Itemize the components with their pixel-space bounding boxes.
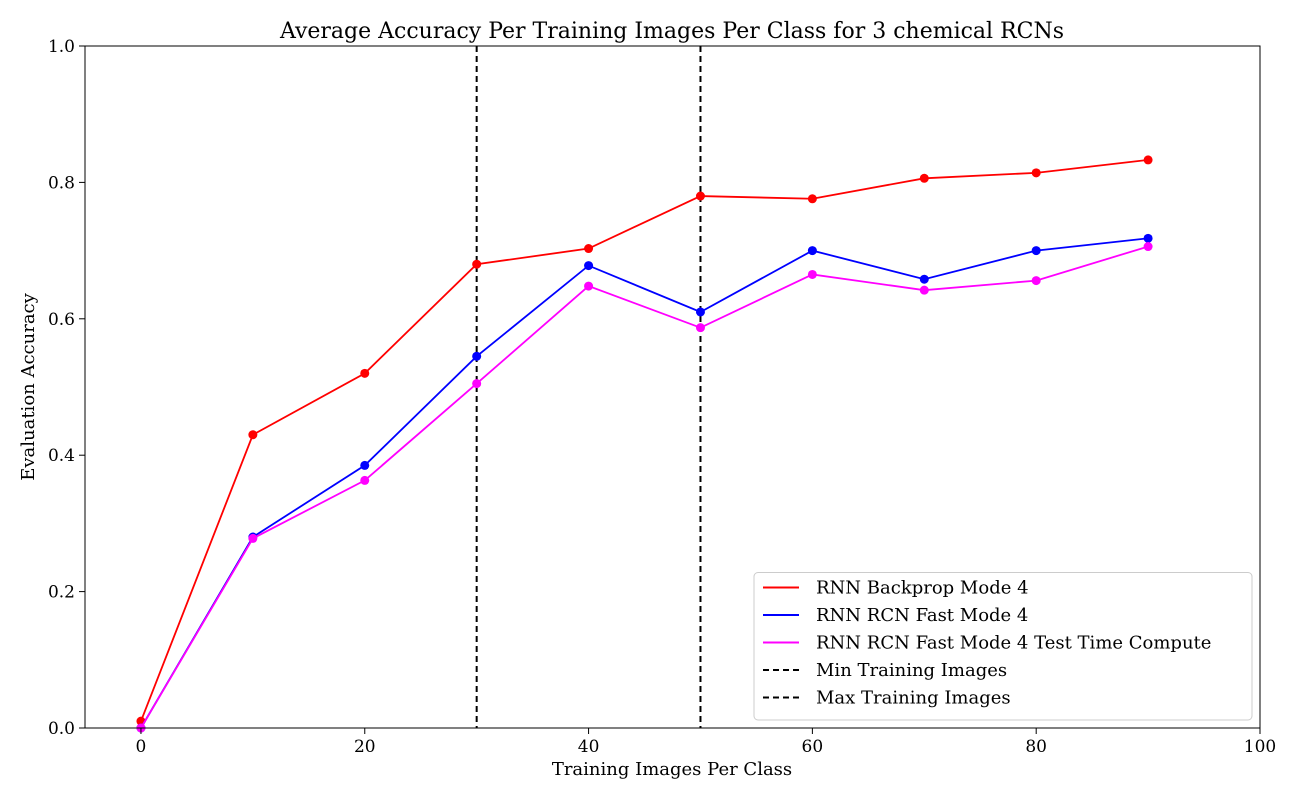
series-1-point-4	[584, 261, 594, 271]
series-2-point-5	[695, 323, 705, 333]
y-tick-label-1: 0.2	[48, 583, 75, 603]
legend-label-1: RNN RCN Fast Mode 4	[816, 605, 1028, 626]
series-2-point-8	[1031, 276, 1041, 286]
series-1-point-8	[1031, 246, 1041, 256]
x-axis-label: Training Images Per Class	[552, 759, 792, 780]
series-2-point-9	[1143, 242, 1153, 252]
series-0-point-3	[472, 259, 482, 269]
y-axis: 0.0 0.2 0.4 0.6 0.8 1.0	[48, 37, 85, 739]
series-1-point-3	[472, 351, 482, 361]
series-0-point-1	[248, 430, 258, 440]
series-0-point-8	[1031, 168, 1041, 178]
series-0-point-7	[919, 173, 929, 183]
legend-label-0: RNN Backprop Mode 4	[816, 578, 1029, 599]
series-2-point-4	[584, 281, 594, 291]
series-line-1	[140, 237, 1149, 729]
series-1-point-9	[1143, 233, 1153, 243]
series-0-point-9	[1143, 155, 1153, 165]
legend: RNN Backprop Mode 4 RNN RCN Fast Mode 4 RN…	[753, 572, 1253, 721]
series-0-point-2	[360, 368, 370, 378]
series-0-point-6	[807, 194, 817, 204]
series-0-point-5	[695, 191, 705, 201]
series-1-point-5	[695, 307, 705, 317]
legend-label-2: RNN RCN Fast Mode 4 Test Time Compute	[816, 633, 1211, 654]
x-tick-label-5: 100	[1244, 737, 1276, 757]
x-tick-label-2: 40	[578, 737, 600, 757]
chart-title: Average Accuracy Per Training Images Per…	[279, 19, 1064, 44]
y-axis-label: Evaluation Accuracy	[18, 292, 39, 480]
plot-area	[136, 46, 1153, 733]
y-tick-label-2: 0.4	[48, 446, 75, 466]
series-0-point-4	[584, 244, 594, 254]
series-1-point-7	[919, 274, 929, 284]
y-tick-label-3: 0.6	[48, 310, 75, 330]
series-2-point-2	[360, 475, 370, 485]
y-tick-label-4: 0.8	[48, 173, 75, 193]
series-1-point-6	[807, 246, 817, 256]
series-2-point-1	[248, 533, 258, 543]
series-2-point-6	[807, 269, 817, 279]
series-2-point-3	[472, 379, 482, 389]
legend-label-4: Max Training Images	[816, 688, 1011, 709]
series-line-2	[140, 245, 1149, 729]
y-tick-label-5: 1.0	[48, 37, 75, 57]
legend-label-3: Min Training Images	[816, 660, 1007, 681]
x-tick-label-1: 20	[354, 737, 376, 757]
x-tick-label-0: 0	[136, 737, 147, 757]
x-tick-label-3: 60	[802, 737, 824, 757]
legend-box	[753, 572, 1253, 721]
series-2-point-7	[919, 285, 929, 295]
series-line-0	[140, 158, 1149, 722]
x-tick-label-4: 80	[1025, 737, 1047, 757]
y-tick-label-0: 0.0	[48, 719, 75, 739]
x-axis: 0 20 40 60 80 100	[136, 728, 1276, 757]
plot-frame	[84, 45, 1261, 729]
series-1-point-2	[360, 460, 370, 470]
